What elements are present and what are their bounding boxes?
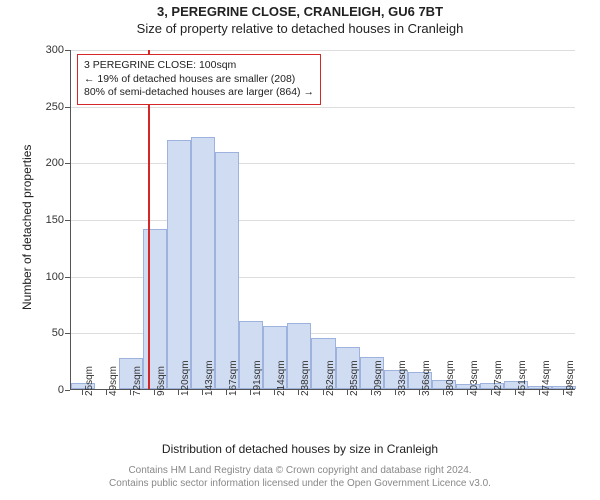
histogram-chart: 3 PEREGRINE CLOSE: 100sqm← 19% of detach… [70,50,575,390]
subtitle-line: Size of property relative to detached ho… [0,21,600,36]
gridline [71,163,575,164]
plot-background: 3 PEREGRINE CLOSE: 100sqm← 19% of detach… [70,50,575,390]
x-tick-label: 333sqm [397,360,408,396]
annotation-line: ← 19% of detached houses are smaller (20… [84,73,314,87]
y-tick-label: 50 [52,327,70,339]
x-tick [106,390,107,395]
x-tick [130,390,131,395]
x-tick-label: 498sqm [565,360,576,396]
x-tick-label: 143sqm [204,360,215,396]
x-tick-label: 191sqm [252,360,263,396]
x-tick-label: 285sqm [349,360,360,396]
y-tick-label: 0 [58,384,70,396]
histogram-bar [191,137,215,389]
x-tick [82,390,83,395]
histogram-bar [167,140,191,389]
x-tick-label: 72sqm [132,366,143,396]
footnote: Contains HM Land Registry data © Crown c… [0,464,600,490]
x-tick-label: 167sqm [228,360,239,396]
address-line: 3, PEREGRINE CLOSE, CRANLEIGH, GU6 7BT [0,4,600,19]
footnote-line2: Contains public sector information licen… [0,477,600,490]
x-tick-label: 474sqm [541,360,552,396]
x-tick [443,390,444,395]
x-tick-label: 25sqm [84,366,95,396]
y-axis-title: Number of detached properties [20,145,34,310]
x-tick [154,390,155,395]
x-tick-label: 403sqm [469,360,480,396]
x-tick-label: 380sqm [445,360,456,396]
x-tick-label: 238sqm [300,360,311,396]
x-tick-label: 356sqm [421,360,432,396]
x-tick [323,390,324,395]
x-tick [347,390,348,395]
annotation-box: 3 PEREGRINE CLOSE: 100sqm← 19% of detach… [77,54,321,105]
annotation-line: 3 PEREGRINE CLOSE: 100sqm [84,59,314,73]
histogram-bar [215,152,239,389]
x-tick-label: 96sqm [156,366,167,396]
title-block: 3, PEREGRINE CLOSE, CRANLEIGH, GU6 7BT S… [0,0,600,36]
x-tick-label: 120sqm [180,360,191,396]
x-tick [371,390,372,395]
x-tick-label: 262sqm [325,360,336,396]
y-tick-label: 150 [46,214,70,226]
footnote-line1: Contains HM Land Registry data © Crown c… [0,464,600,477]
x-tick [491,390,492,395]
gridline [71,220,575,221]
x-tick-label: 427sqm [493,360,504,396]
x-tick [419,390,420,395]
x-tick [539,390,540,395]
y-tick-label: 300 [46,44,70,56]
x-tick [467,390,468,395]
y-tick-label: 100 [46,271,70,283]
gridline [71,50,575,51]
annotation-line: 80% of semi-detached houses are larger (… [84,86,314,100]
x-axis-title: Distribution of detached houses by size … [0,442,600,456]
x-tick [563,390,564,395]
x-tick [395,390,396,395]
x-tick [515,390,516,395]
y-tick-label: 250 [46,101,70,113]
x-tick-label: 309sqm [373,360,384,396]
x-tick-label: 49sqm [108,366,119,396]
x-tick-label: 214sqm [276,360,287,396]
gridline [71,107,575,108]
x-tick-label: 451sqm [517,360,528,396]
y-tick-label: 200 [46,157,70,169]
